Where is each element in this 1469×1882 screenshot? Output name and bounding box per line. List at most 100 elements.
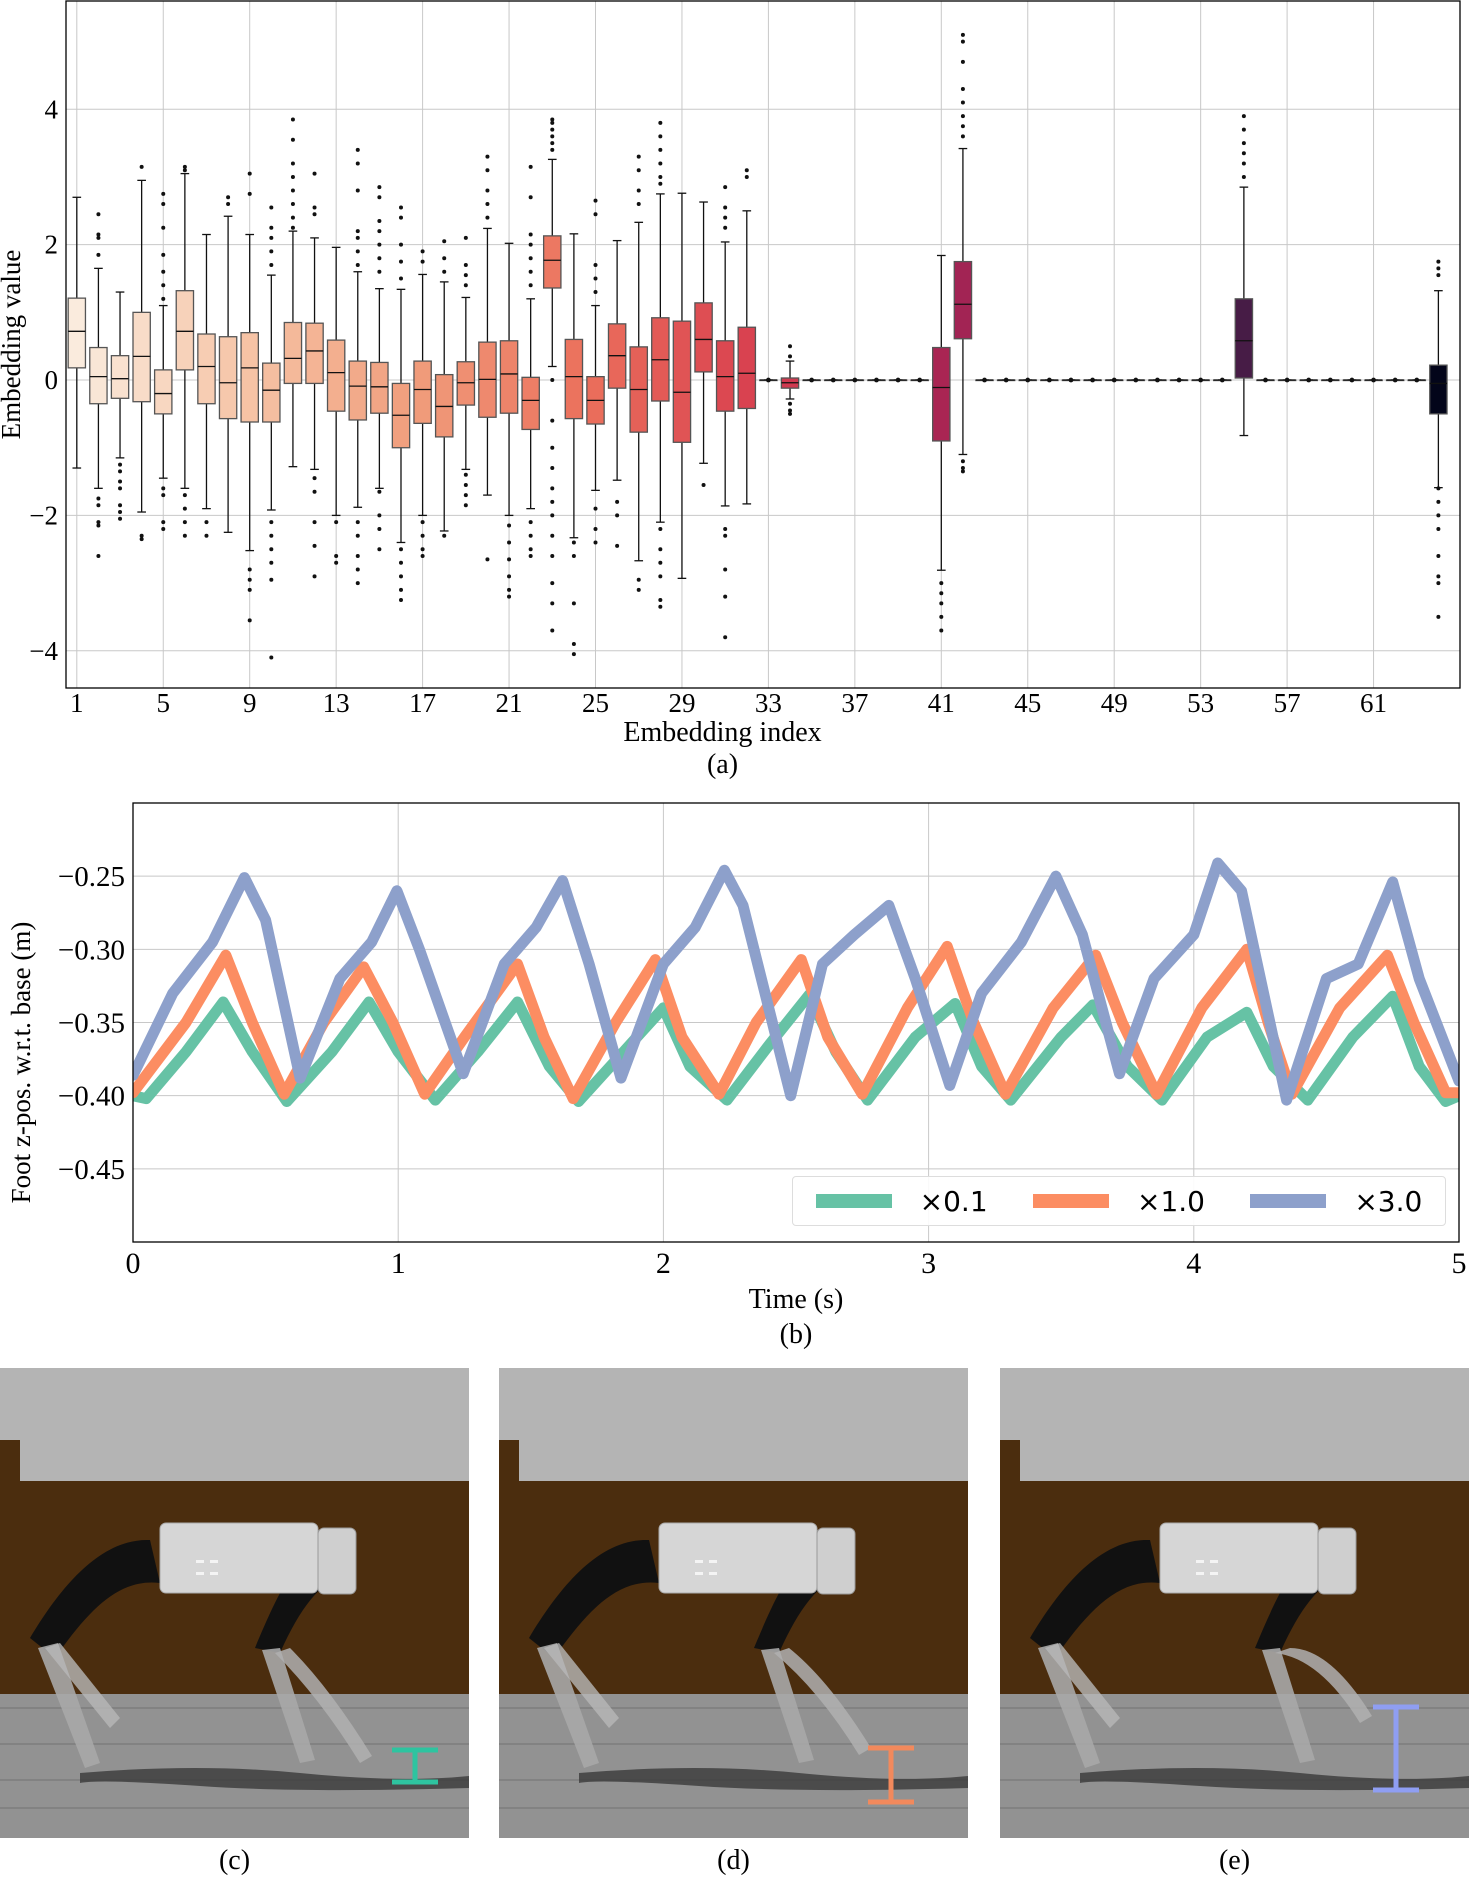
panel-label-b: (b) <box>779 1319 813 1350</box>
front-shin <box>761 1648 814 1763</box>
outlier-point <box>917 377 923 383</box>
outlier-point <box>312 574 317 579</box>
box-44 <box>996 377 1016 383</box>
outlier-point <box>355 581 360 586</box>
outlier-point <box>161 283 166 288</box>
outlier-point <box>1263 377 1268 383</box>
box-34 <box>780 344 800 416</box>
box-61 <box>1364 377 1383 383</box>
outlier-point <box>463 482 468 487</box>
outlier-point <box>377 229 382 234</box>
outlier-point <box>960 86 965 91</box>
outlier-point <box>528 554 533 559</box>
outlier-point <box>550 513 555 518</box>
legend-label: ×1.0 <box>1136 1184 1205 1218</box>
outlier-point <box>766 377 771 383</box>
robot-shadow <box>80 1768 469 1791</box>
box-56 <box>1256 377 1275 383</box>
box-iqr <box>348 360 368 421</box>
outlier-point <box>1349 377 1355 383</box>
robot-photo-d <box>499 1368 968 1838</box>
body-vent <box>709 1560 717 1563</box>
outlier-point <box>485 154 490 159</box>
outlier-point <box>636 577 641 582</box>
outlier-point <box>550 418 555 423</box>
outlier-point <box>1241 161 1246 166</box>
outlier-point <box>571 554 576 559</box>
outlier-point <box>550 127 555 132</box>
outlier-point <box>960 59 965 64</box>
outlier-point <box>334 554 339 559</box>
outlier-point <box>312 212 317 217</box>
outlier-point <box>550 554 555 559</box>
outlier-point <box>658 120 663 125</box>
outlier-point <box>247 618 252 623</box>
outlier-point <box>377 256 382 261</box>
box-iqr <box>499 340 519 414</box>
box-iqr <box>110 355 130 399</box>
outlier-point <box>960 466 965 471</box>
box-iqr <box>283 321 303 385</box>
outlier-point <box>550 147 555 152</box>
robot-photo-c <box>0 1368 469 1838</box>
box-9 <box>240 171 260 623</box>
outlier-point <box>182 520 187 525</box>
box-iqr <box>564 338 584 420</box>
outlier-point <box>355 229 360 234</box>
outlier-point <box>550 486 555 491</box>
outlier-point <box>269 577 274 582</box>
outlier-point <box>744 174 749 179</box>
front-shin <box>1262 1648 1315 1763</box>
outlier-point <box>463 273 468 278</box>
outlier-point <box>550 134 555 139</box>
outlier-point <box>593 276 598 281</box>
outlier-point <box>118 469 123 474</box>
box-32 <box>737 168 757 505</box>
outlier-point <box>528 195 533 200</box>
outlier-point <box>269 520 274 525</box>
outlier-point <box>161 296 166 301</box>
outlier-point <box>312 489 317 494</box>
outlier-point <box>960 32 965 37</box>
box-iqr <box>197 333 216 405</box>
outlier-point <box>355 262 360 267</box>
outlier-point <box>723 526 728 531</box>
outlier-point <box>960 134 965 139</box>
outlier-point <box>507 523 512 528</box>
x-tick-label: 5 <box>157 688 171 716</box>
box-iqr <box>672 320 692 443</box>
outlier-point <box>528 547 533 552</box>
x-tick-label: 41 <box>928 688 955 716</box>
box-28 <box>651 120 670 609</box>
outlier-point <box>182 168 187 173</box>
robot-photo-e <box>1000 1368 1469 1838</box>
box-42 <box>953 32 973 474</box>
outlier-point <box>939 581 944 586</box>
outlier-point <box>161 225 166 230</box>
outlier-point <box>874 377 879 383</box>
outlier-point <box>939 591 944 596</box>
outlier-point <box>960 469 965 474</box>
outlier-point <box>96 232 101 237</box>
outlier-point <box>788 344 793 349</box>
outlier-point <box>247 191 252 196</box>
outlier-point <box>463 235 468 240</box>
outlier-point <box>550 120 555 125</box>
box-iqr <box>413 360 432 425</box>
outlier-point <box>1436 499 1441 504</box>
box-25 <box>586 198 605 545</box>
outlier-point <box>118 486 123 491</box>
outlier-point <box>420 533 425 538</box>
outlier-point <box>377 195 382 200</box>
outlier-point <box>161 269 166 274</box>
outlier-point <box>788 354 793 359</box>
outlier-point <box>528 232 533 237</box>
outlier-point <box>463 262 468 267</box>
body-vent <box>210 1572 218 1575</box>
outlier-point <box>377 513 382 518</box>
outlier-point <box>398 215 403 220</box>
outlier-point <box>1436 273 1441 278</box>
outlier-point <box>636 587 641 592</box>
x-tick-label: 3 <box>921 1247 936 1280</box>
box-iqr <box>932 346 951 442</box>
